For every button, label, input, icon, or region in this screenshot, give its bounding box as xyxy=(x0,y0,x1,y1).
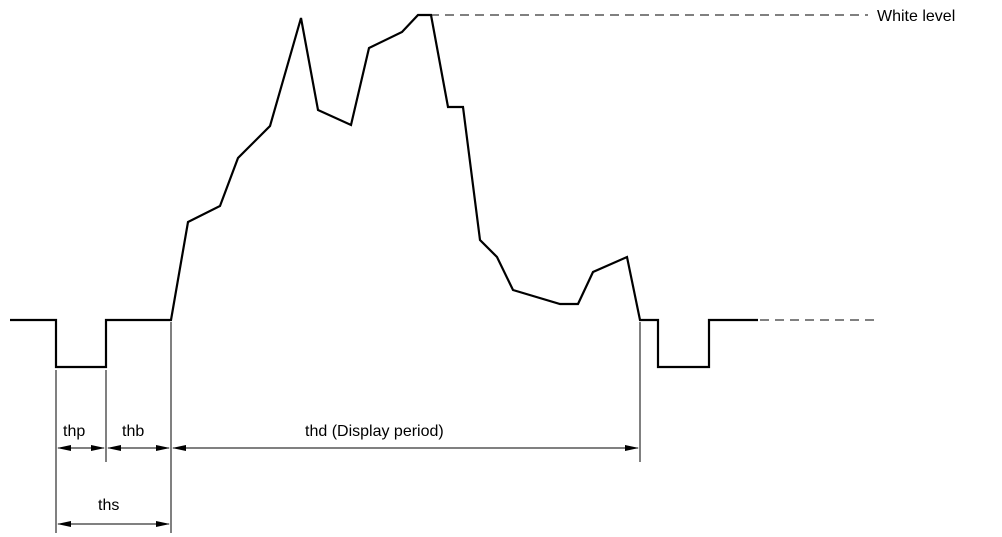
thp-dimension-arrow xyxy=(57,445,105,451)
ths-dimension-arrow xyxy=(57,521,170,527)
white-level-label: White level xyxy=(877,8,955,25)
ths-label: ths xyxy=(98,497,119,514)
thd-dimension-arrow xyxy=(172,445,639,451)
thb-label: thb xyxy=(122,423,144,440)
video-signal-waveform xyxy=(10,13,758,369)
thp-label: thp xyxy=(63,423,85,440)
thd-label: thd (Display period) xyxy=(305,423,444,440)
thb-dimension-arrow xyxy=(107,445,170,451)
